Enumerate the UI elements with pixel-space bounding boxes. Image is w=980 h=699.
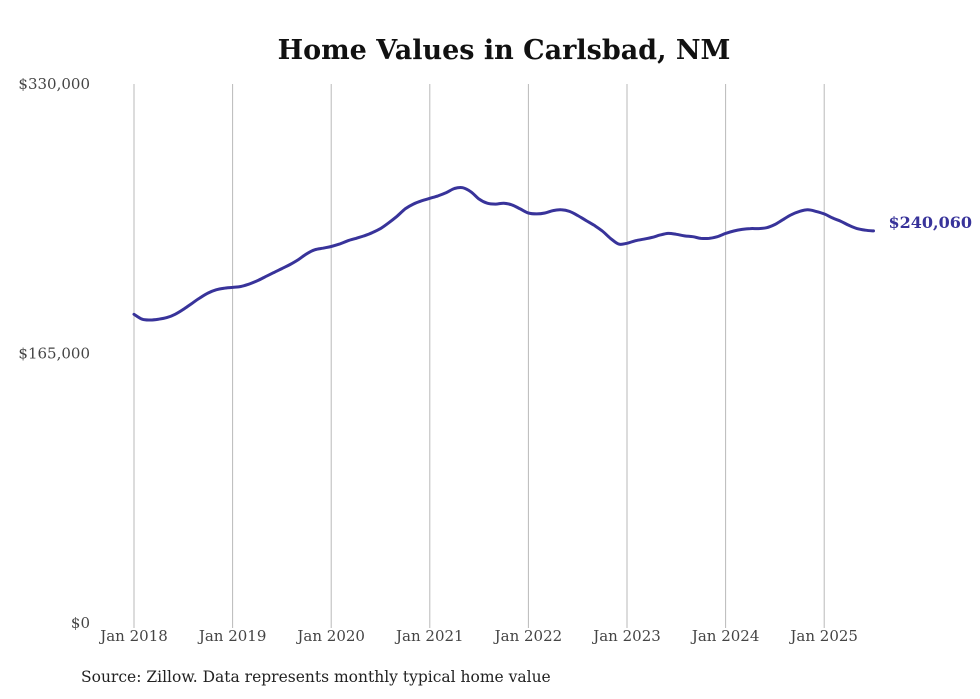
x-tick-label: Jan 2024 [690, 627, 760, 645]
series-line [132, 186, 875, 322]
source-note: Source: Zillow. Data represents monthly … [81, 668, 551, 686]
series-layer: $240,060 [132, 186, 973, 322]
x-tick-label: Jan 2020 [295, 627, 365, 645]
grid-lines [133, 84, 825, 628]
y-tick-label: $0 [71, 614, 90, 632]
x-tick-label: Jan 2023 [591, 627, 661, 645]
x-tick-label: Jan 2018 [98, 627, 168, 645]
x-axis: Jan 2018 Jan 2019 Jan 2020 Jan 2021 Jan 2022… [98, 627, 858, 645]
x-tick-label: Jan 2025 [788, 627, 858, 645]
end-value-label: $240,060 [889, 213, 973, 232]
y-tick-label: $330,000 [18, 75, 90, 93]
x-tick-label: Jan 2019 [197, 627, 267, 645]
x-tick-label: Jan 2022 [493, 627, 563, 645]
y-tick-label: $165,000 [18, 345, 90, 363]
x-tick-label: Jan 2021 [394, 627, 464, 645]
y-axis: $0 $165,000 $330,000 [18, 75, 90, 632]
chart-title: Home Values in Carlsbad, NM [278, 35, 731, 66]
